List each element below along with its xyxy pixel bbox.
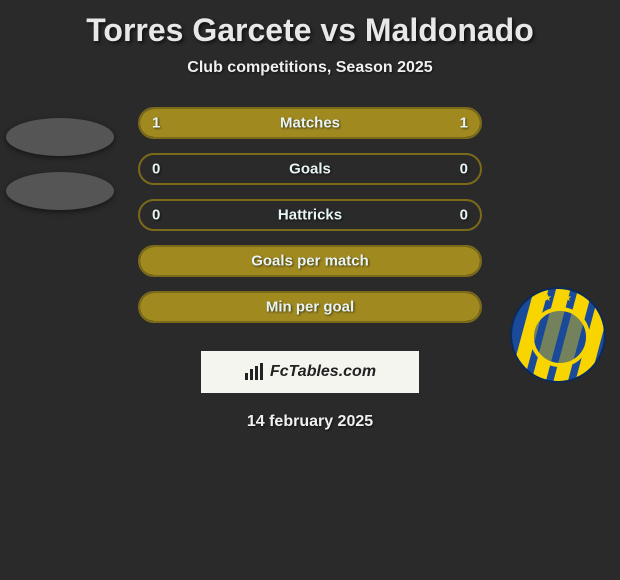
stat-bar: Min per goal [138, 291, 482, 323]
stat-bar: Goals per match [138, 245, 482, 277]
comparison-subtitle: Club competitions, Season 2025 [0, 59, 620, 77]
stat-label: Goals per match [251, 253, 369, 270]
stat-label: Goals [289, 161, 331, 178]
stat-row: Goals per match [0, 245, 620, 277]
stat-value-left: 0 [152, 161, 160, 178]
club-placeholder-left [6, 172, 114, 210]
comparison-content: ★★★ 1 1 Matches 0 0 Goals 0 0 Hattricks Goals per… [0, 107, 620, 431]
bar-chart-icon [244, 363, 264, 381]
watermark-text: FcTables.com [270, 363, 376, 381]
stat-label: Matches [280, 115, 340, 132]
stat-value-right: 1 [460, 115, 468, 132]
club-badge-circle: ★★★ [510, 287, 606, 383]
stat-bar: 0 0 Goals [138, 153, 482, 185]
stat-value-left: 1 [152, 115, 160, 132]
stat-label: Min per goal [266, 299, 354, 316]
stat-bar: 1 1 Matches [138, 107, 482, 139]
date-label: 14 february 2025 [0, 413, 620, 431]
stat-label: Hattricks [278, 207, 342, 224]
club-placeholder-left [6, 118, 114, 156]
watermark: FcTables.com [201, 351, 419, 393]
stat-value-right: 0 [460, 161, 468, 178]
stat-value-left: 0 [152, 207, 160, 224]
stat-bar: 0 0 Hattricks [138, 199, 482, 231]
comparison-title: Torres Garcete vs Maldonado [0, 0, 620, 49]
club-badge-right: ★★★ [510, 287, 610, 387]
stat-value-right: 0 [460, 207, 468, 224]
star-icon: ★★★ [543, 293, 573, 304]
